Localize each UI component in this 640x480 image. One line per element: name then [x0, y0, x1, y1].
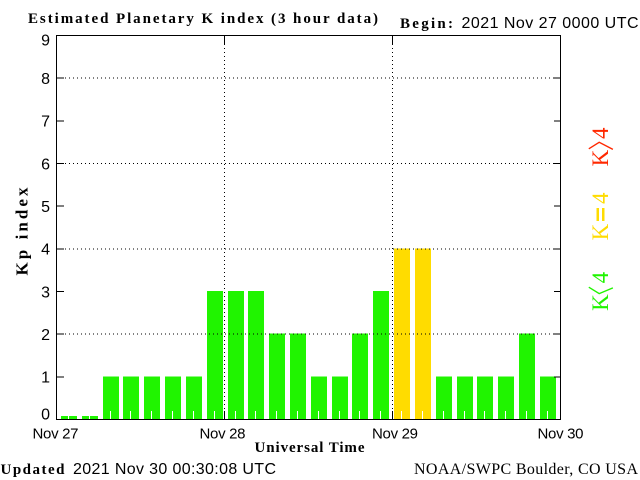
svg-text:4: 4	[588, 192, 613, 204]
svg-text:Nov 30: Nov 30	[538, 426, 584, 443]
svg-text:K: K	[588, 294, 613, 311]
svg-text:4: 4	[41, 242, 50, 259]
svg-text:Estimated Planetary K index (3: Estimated Planetary K index (3 hour data…	[28, 11, 378, 27]
svg-text:Nov 27: Nov 27	[33, 426, 79, 443]
svg-text:K: K	[588, 223, 613, 240]
svg-text:Updated: Updated	[1, 462, 66, 478]
svg-text:5: 5	[41, 199, 50, 216]
svg-text:Nov 28: Nov 28	[200, 426, 246, 443]
svg-text:NOAA/SWPC Boulder, CO USA: NOAA/SWPC Boulder, CO USA	[414, 461, 638, 478]
svg-text:2: 2	[41, 327, 50, 344]
svg-text:9: 9	[41, 33, 50, 50]
svg-text:4: 4	[588, 271, 613, 283]
svg-text:8: 8	[41, 71, 50, 88]
svg-text:7: 7	[41, 114, 50, 131]
svg-text:1: 1	[41, 370, 50, 387]
svg-text:Nov 29: Nov 29	[372, 426, 418, 443]
svg-text:Universal Time: Universal Time	[255, 440, 365, 456]
svg-text:0: 0	[41, 406, 50, 423]
svg-text:4: 4	[588, 127, 613, 139]
svg-text:3: 3	[41, 284, 50, 301]
svg-text:Begin:: Begin:	[400, 16, 453, 32]
svg-text:K: K	[588, 149, 613, 166]
svg-text:6: 6	[41, 156, 50, 173]
svg-text:2021 Nov 27 0000 UTC: 2021 Nov 27 0000 UTC	[462, 15, 639, 32]
svg-text:2021 Nov 30 00:30:08 UTC: 2021 Nov 30 00:30:08 UTC	[73, 461, 276, 478]
